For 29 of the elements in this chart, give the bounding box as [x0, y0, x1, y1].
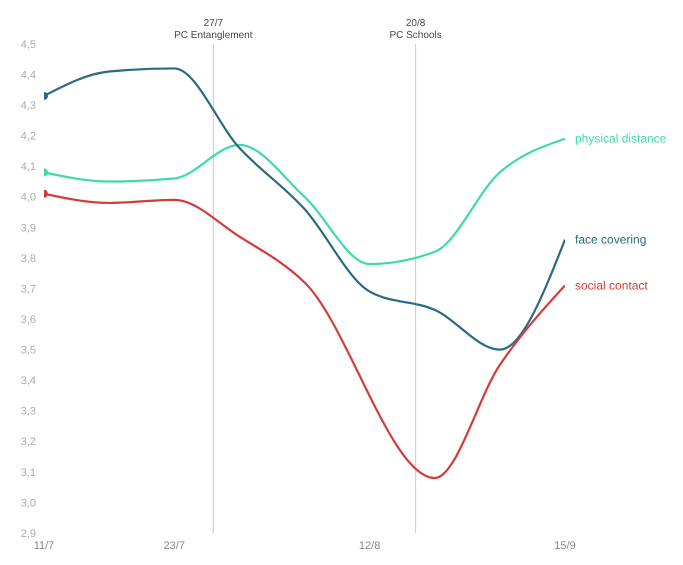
y-tick-label: 4,2	[20, 130, 36, 143]
x-tick-label: 11/7	[34, 540, 54, 552]
y-tick-label: 2,9	[20, 528, 36, 540]
y-tick-label: 3,1	[20, 466, 36, 479]
y-tick-label: 4,0	[20, 192, 36, 204]
line-series	[44, 67, 565, 351]
y-tick-label: 3,3	[20, 406, 36, 418]
y-tick-label: 4,3	[20, 100, 36, 112]
y-tick-label: 3,2	[20, 436, 36, 448]
x-tick-label: 15/9	[554, 540, 576, 552]
y-tick-label: 3,7	[20, 283, 36, 296]
series-label: face covering	[575, 232, 646, 247]
y-tick-label: 3,8	[20, 252, 36, 265]
y-tick-label: 3,4	[20, 375, 36, 388]
y-tick-label: 3,9	[20, 222, 36, 234]
x-tick-label: 12/8	[358, 540, 380, 552]
y-tick-label: 3,5	[20, 344, 36, 357]
y-tick-label: 3,0	[20, 497, 36, 510]
y-tick-label: 4,4	[20, 69, 36, 82]
series-label: physical distance	[575, 132, 667, 146]
text: PC Schools	[389, 30, 442, 41]
text: PC Entanglement	[174, 30, 253, 41]
x-tick-label: 23/7	[164, 540, 185, 552]
series-label: social contact	[575, 278, 648, 292]
y-tick-label: 4,5	[20, 38, 36, 51]
y-tick-label: 4,1	[20, 161, 36, 174]
text: 20/8	[406, 18, 426, 29]
text: 27/7	[204, 18, 224, 29]
y-tick-label: 3,6	[20, 314, 36, 326]
